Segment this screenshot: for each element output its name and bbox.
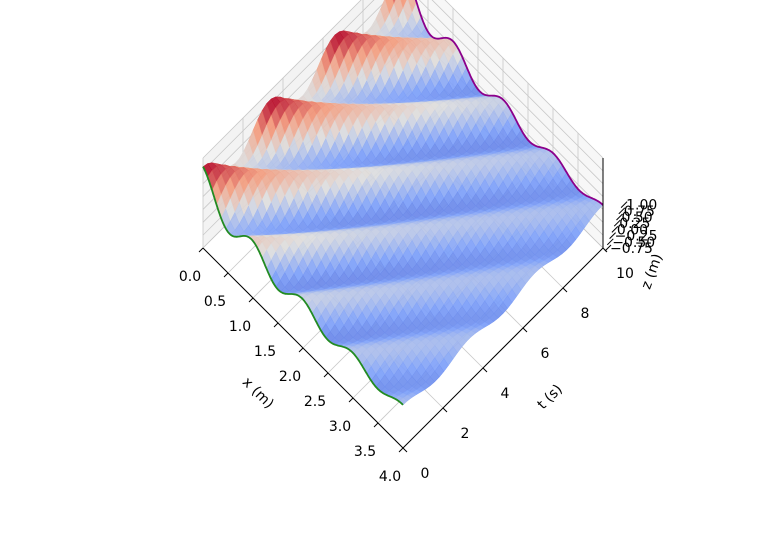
boundary-curves [202,0,604,406]
z-tick-label: 0.75 [624,204,655,220]
t-tick-label: 2 [461,426,470,442]
x-axis-ticks: 0.00.51.01.52.02.53.03.54.0 [179,247,404,485]
t-tick-label: 10 [616,266,634,282]
z-tick-label: −0.75 [610,241,653,257]
z-tick-label: 0.00 [617,222,648,238]
t-tick-label: 4 [501,386,510,402]
x-tick-label: 0.5 [204,294,226,310]
z-tick-label: 1.00 [626,198,657,214]
t-axis-label: t (s) [535,382,566,413]
x-tick-label: 3.0 [329,419,351,435]
z-tick-label: 0.25 [619,216,650,232]
z-tick-label: 0.50 [622,210,653,226]
t-tick-label: 6 [541,346,550,362]
z-tick-label: −0.50 [612,235,655,251]
x-tick-label: 1.0 [229,319,251,335]
curve-t0 [202,166,404,406]
x-tick-label: 3.5 [354,444,376,460]
wave-surface [202,0,604,406]
t-axis-ticks: 0 2 4 6 8 10 [402,247,634,482]
t-tick-label: 8 [581,306,590,322]
z-tick-label: −0.25 [615,229,658,245]
t-tick-label: 0 [421,466,430,482]
x-tick-label: 4.0 [379,469,401,485]
x-tick-label: 0.0 [179,269,201,285]
x-tick-label: 1.5 [254,344,276,360]
z-axis-ticks: −0.75−0.50−0.250.000.250.500.751.00 [604,198,658,257]
x-tick-label: 2.0 [279,369,301,385]
curve-t10 [414,0,604,206]
z-axis-label: z (m) [639,252,666,292]
x-axis-label: x (m) [239,374,277,412]
x-tick-label: 2.5 [304,394,326,410]
